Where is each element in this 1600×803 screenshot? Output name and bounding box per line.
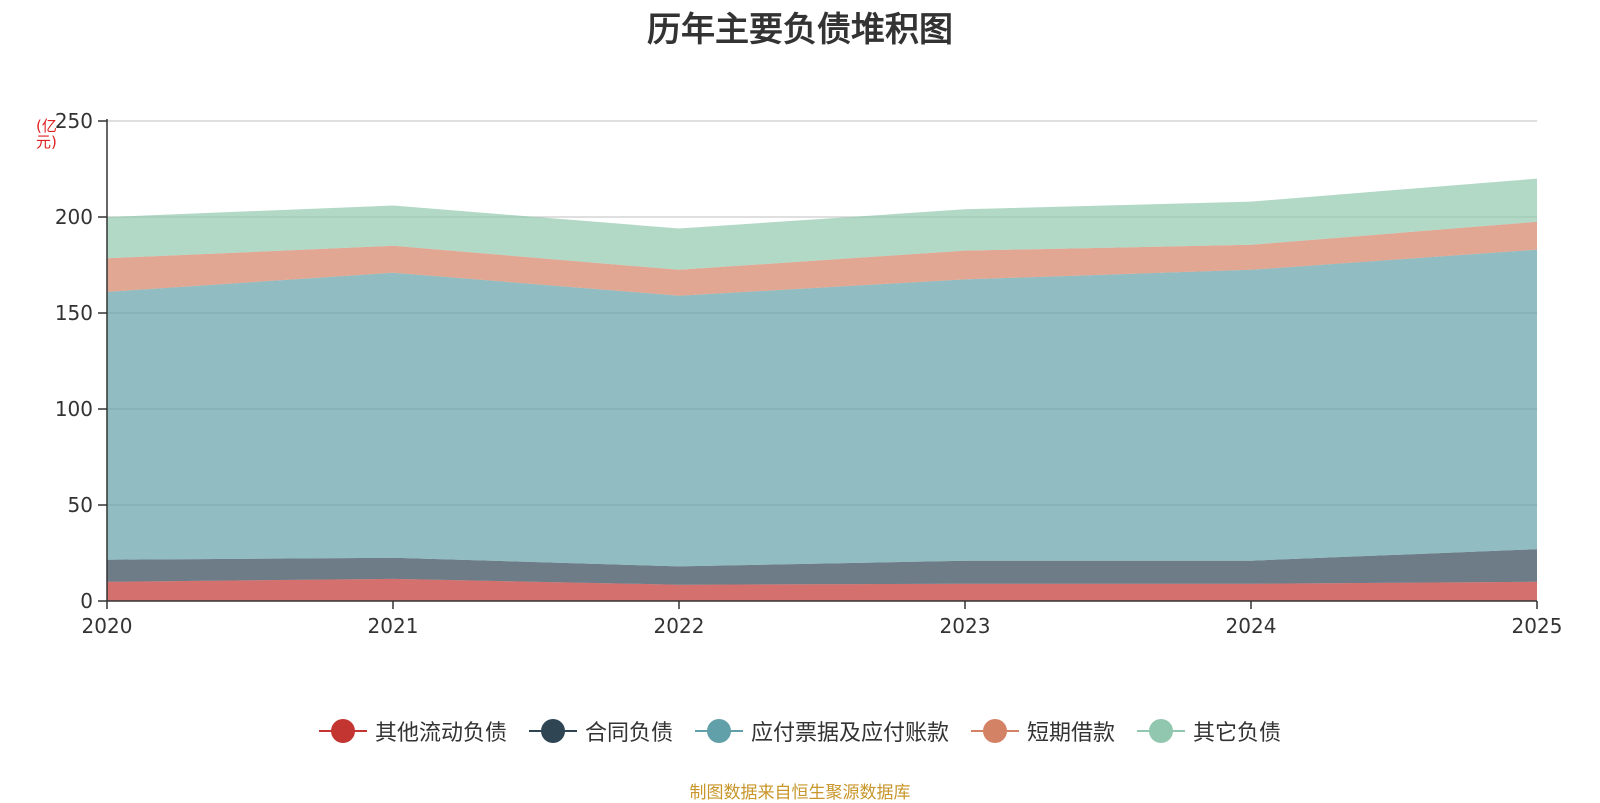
source-note: 制图数据来自恒生聚源数据库 bbox=[689, 783, 911, 803]
legend-label: 应付票据及应付账款 bbox=[750, 721, 949, 746]
legend-item-3[interactable]: 短期借款 bbox=[971, 715, 1115, 747]
x-tick-label: 2020 bbox=[82, 614, 133, 638]
legend-label: 其他流动负债 bbox=[374, 721, 507, 746]
x-tick-label: 2021 bbox=[368, 614, 419, 638]
area-series-0[interactable] bbox=[107, 578, 1537, 601]
chart-title: 历年主要负债堆积图 bbox=[647, 10, 953, 50]
y-axis-unit-label: (亿元) bbox=[36, 117, 57, 151]
y-tick-label: 100 bbox=[55, 397, 93, 421]
y-tick-label: 50 bbox=[68, 493, 93, 517]
area-series-3[interactable] bbox=[107, 221, 1537, 296]
area-series-1[interactable] bbox=[107, 549, 1537, 585]
legend-label: 其它负债 bbox=[1193, 721, 1282, 746]
legend-marker-icon bbox=[1137, 719, 1186, 743]
legend-item-0[interactable]: 其他流动负债 bbox=[318, 715, 507, 747]
y-tick-label: 250 bbox=[55, 109, 93, 133]
legend-marker-icon bbox=[318, 719, 367, 743]
x-tick-label: 2025 bbox=[1512, 614, 1563, 638]
x-tick-label: 2024 bbox=[1226, 614, 1277, 638]
legend: 其他流动负债 合同负债 应付票据及应付账款 短期借款 其它负债 bbox=[0, 715, 1600, 747]
legend-item-1[interactable]: 合同负债 bbox=[528, 715, 673, 747]
area-series-4[interactable] bbox=[107, 178, 1537, 270]
y-tick-label: 200 bbox=[55, 205, 93, 229]
legend-label: 短期借款 bbox=[1027, 721, 1116, 746]
x-tick-label: 2022 bbox=[654, 614, 705, 638]
area-series-2[interactable] bbox=[107, 249, 1537, 567]
y-tick-label: 0 bbox=[80, 589, 93, 613]
legend-marker-icon bbox=[971, 719, 1019, 743]
legend-item-4[interactable]: 其它负债 bbox=[1137, 715, 1281, 747]
legend-label: 合同负债 bbox=[584, 721, 673, 746]
legend-marker-icon bbox=[694, 719, 743, 743]
y-tick-label: 150 bbox=[55, 301, 93, 325]
stacked-areas bbox=[107, 178, 1537, 601]
legend-marker-icon bbox=[528, 719, 577, 743]
axes: 0 50 100 150 200 250 2020 2021 2022 2023 2024 2025 bbox=[55, 109, 1563, 638]
x-tick-label: 2023 bbox=[940, 614, 991, 638]
legend-item-2[interactable]: 应付票据及应付账款 bbox=[694, 715, 949, 747]
